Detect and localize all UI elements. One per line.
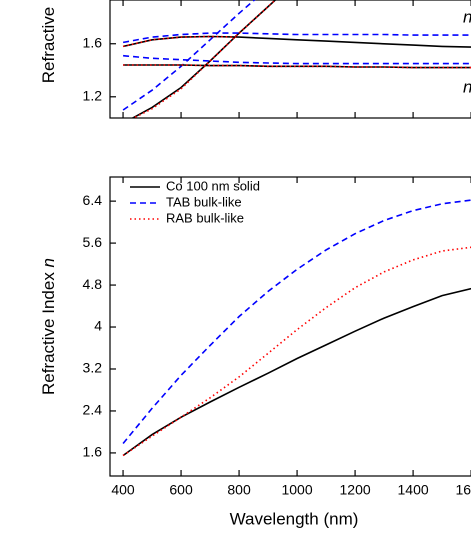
data-line [122,32,471,44]
plot-frame [109,0,471,119]
y-axis-label: Refractive [39,7,58,84]
x-axis-label: Wavelength (nm) [230,509,359,528]
x-tick-label: 1400 [398,482,429,498]
panel: 1.2 1.6 Refractive n n [39,0,471,119]
x-tick-label: 1000 [281,482,312,498]
data-line [122,35,240,48]
data-line [122,0,256,111]
x-tick-label: 1600 [456,482,471,498]
annotation: n [463,77,471,96]
series-group [122,199,471,457]
y-axis-label-text: Refractive Index [39,272,58,395]
data-line [122,199,471,445]
y-tick-label: 1.6 [83,444,103,460]
data-line [131,0,277,118]
legend-label: RAB bulk-like [166,210,244,225]
x-tick-label: 800 [227,482,251,498]
data-line [123,64,471,69]
legend-label: TAB bulk-like [166,194,242,209]
y-tick-label: 5.6 [83,234,103,250]
y-tick-label: 1.2 [83,87,103,103]
x-tick-label: 400 [111,482,135,498]
data-line [122,35,471,48]
y-axis-label: Refractive Index n [39,258,58,395]
y-axis-label-symbol: n [39,258,58,267]
y-tick-label: 1.6 [83,34,103,50]
y-tick-label: 4.8 [83,276,103,292]
y-axis-label-text: Refractive [39,7,58,84]
legend-label: Co 100 nm solid [166,178,260,193]
y-tick-label: 4 [94,318,102,334]
data-line [123,54,471,65]
data-line [131,0,277,118]
y-tick-label: 3.2 [83,360,103,376]
x-tick-label: 1200 [340,482,371,498]
x-tick-label: 600 [169,482,193,498]
series-group [122,0,471,118]
annotation: n [463,7,471,26]
plot-frame [109,176,471,477]
data-line [122,287,471,457]
panel: 1.6 2.4 3.2 4 4.8 5.6 6.4 400 600 800 1000 1200 1400… [39,176,471,528]
y-tick-label: 2.4 [83,402,103,418]
y-tick-label: 6.4 [83,192,103,208]
data-line [122,246,471,457]
